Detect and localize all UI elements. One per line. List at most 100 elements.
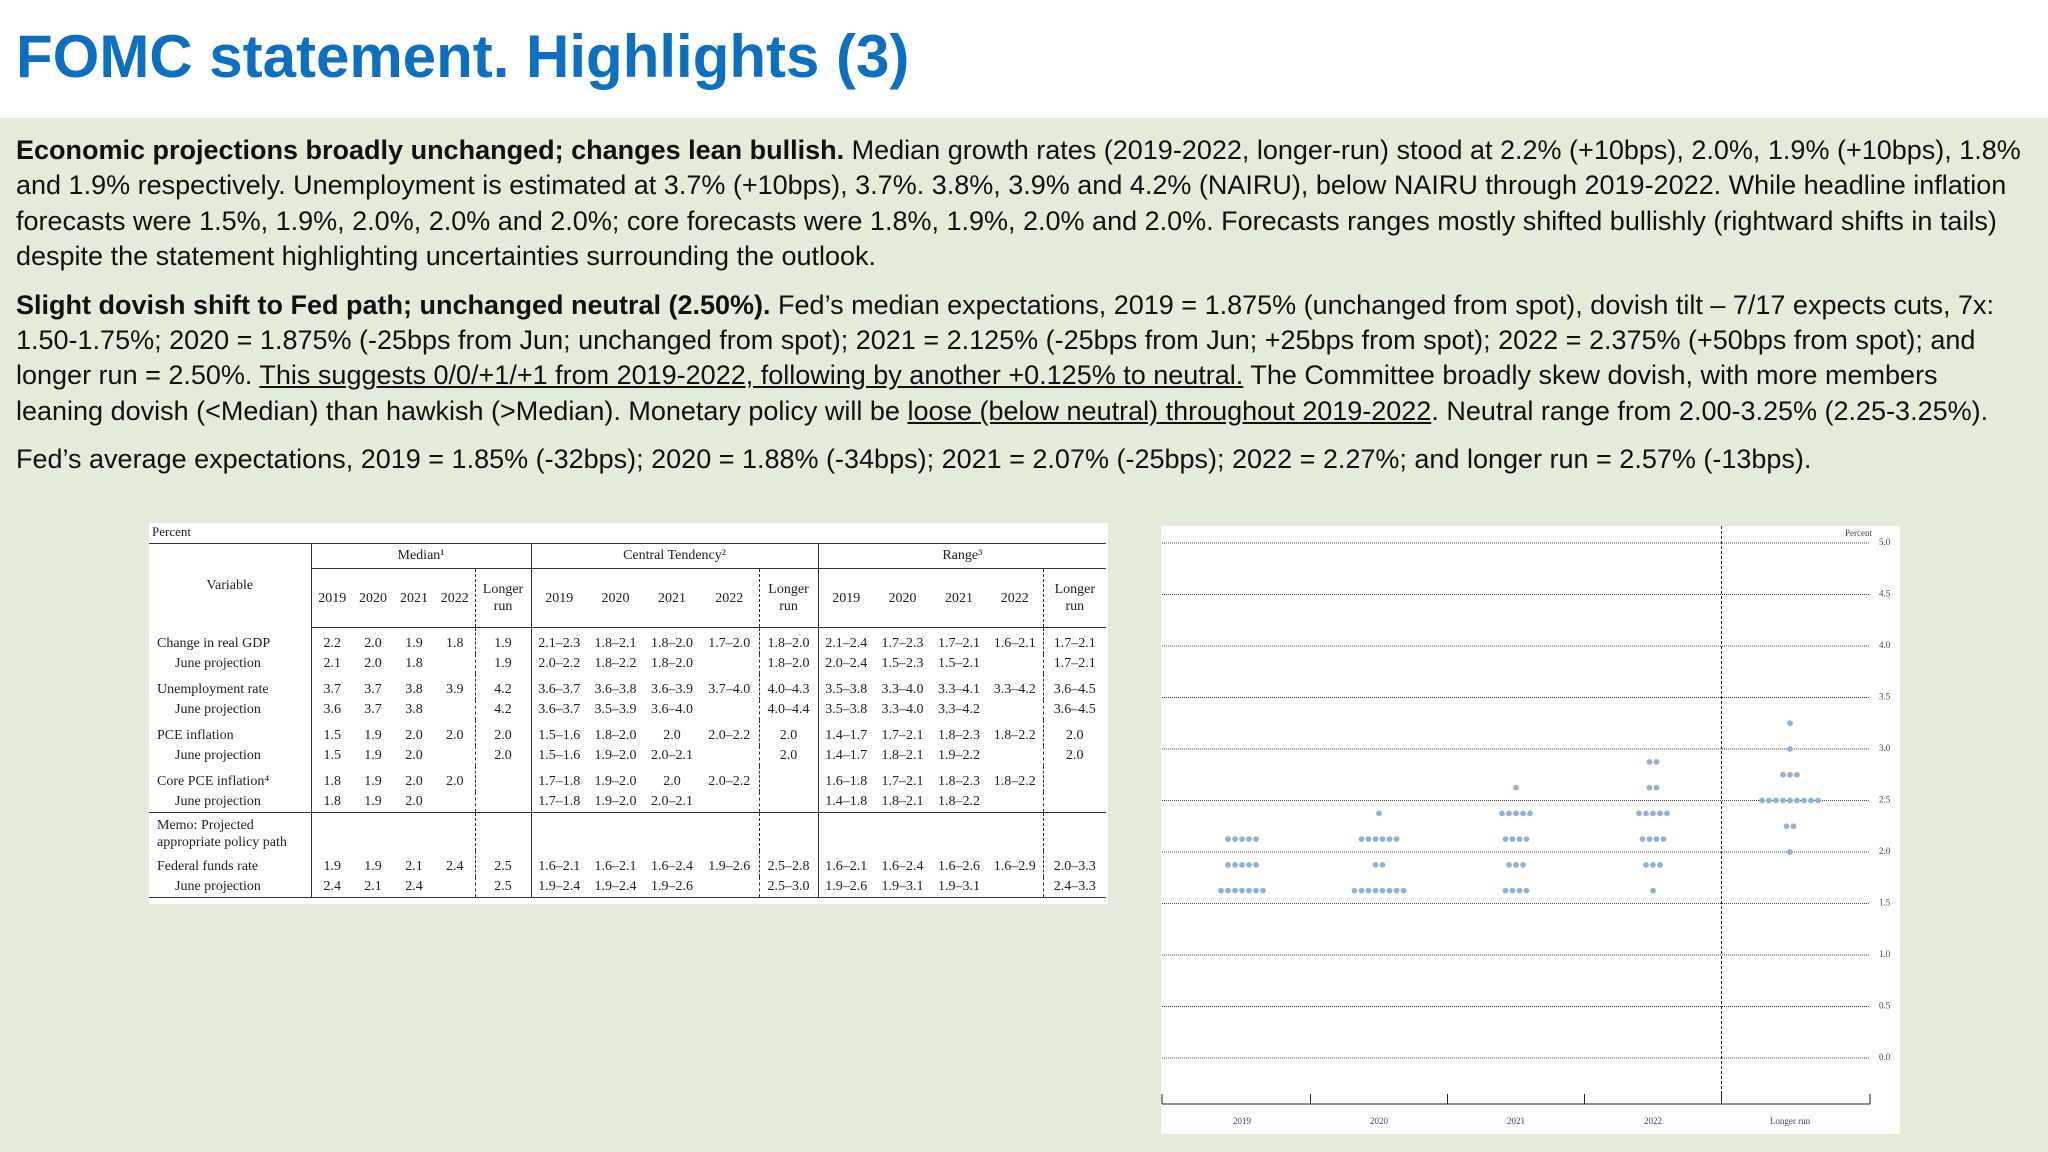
paragraph: Fed’s average expectations, 2019 = 1.85%…	[16, 442, 2032, 477]
dot	[1815, 797, 1821, 804]
y-tick-label: 1.0	[1879, 949, 1891, 959]
text-run: Slight dovish shift to Fed path; unchang…	[16, 289, 771, 320]
table-cell: 1.6–2.1	[993, 636, 1036, 651]
column-header: 2021	[931, 568, 988, 628]
table-cell	[393, 812, 435, 851]
dot	[1653, 758, 1660, 765]
table-cell	[700, 792, 759, 813]
dot	[1379, 861, 1386, 868]
x-tick-label: 2022	[1644, 1116, 1662, 1126]
table-cell	[987, 700, 1043, 720]
table-cell	[474, 792, 531, 813]
dot	[1787, 771, 1793, 778]
dot	[1787, 746, 1793, 752]
table-cell	[474, 766, 531, 792]
text-run: This suggests 0/0/+1/+1 from 2019-2022, …	[259, 360, 1244, 391]
table-row: Core PCE inflation⁴ 1.8 1.9 2.0 2.0 1.7–1.8 1.…	[149, 766, 1107, 792]
table-cell: 2.0–3.3	[1042, 851, 1107, 877]
row-label: June projection	[175, 748, 261, 763]
table-cell: 2.0	[474, 720, 531, 746]
table-cell: 1.9–2.6	[651, 879, 693, 894]
dot	[1506, 861, 1512, 868]
table-cell: 3.5–3.8	[817, 674, 875, 700]
dot	[1513, 810, 1519, 817]
dot	[1509, 887, 1516, 894]
variable-header: Variable	[206, 577, 254, 593]
table-cell: 1.9–2.4	[594, 879, 637, 894]
table-row: June projection 2.1 2.0 1.8 1.9 2.0–2.2 1.8–2.…	[149, 654, 1107, 674]
table-cell: 2.0–2.2	[530, 654, 587, 674]
x-tick-label: Longer run	[1770, 1116, 1811, 1126]
table: Variable Median¹ Central Tendency² Range³ 20…	[149, 543, 1107, 898]
table-cell	[310, 812, 353, 851]
dot	[1646, 836, 1653, 843]
table-cell: 1.6–2.1	[817, 851, 875, 877]
table-cell: 1.7–2.1	[1042, 654, 1107, 674]
table-cell	[700, 746, 759, 766]
dot	[1643, 861, 1649, 868]
table-cell: 2.4–3.3	[1042, 877, 1107, 898]
y-axis-label: Percent	[1845, 528, 1872, 538]
dot	[1657, 861, 1663, 868]
dot	[1643, 810, 1649, 817]
column-header: 2021	[644, 568, 700, 628]
table-cell: 1.7–1.8	[530, 792, 587, 813]
dot	[1646, 758, 1653, 765]
table-cell: 3.9	[446, 682, 464, 697]
text-run: . Neutral range from 2.00-3.25% (2.25-3.…	[1431, 395, 1989, 426]
y-tick-label: 3.5	[1879, 692, 1891, 702]
table-cell	[987, 654, 1043, 674]
table-cell: 1.6–1.8	[817, 766, 875, 792]
table-cell: 1.9	[474, 627, 531, 654]
column-header: 2020	[874, 568, 932, 628]
table-cell: 2.0	[663, 728, 681, 743]
table-cell: 1.9	[364, 748, 382, 763]
table-cell: 1.8–2.1	[881, 748, 924, 763]
column-header: 2022	[700, 568, 759, 628]
table-row: June projection 2.4 2.1 2.4 2.5 1.9–2.4 1.9–2.…	[149, 877, 1107, 898]
dot	[1636, 810, 1642, 817]
dot	[1801, 797, 1807, 804]
table-cell: 2.1–2.4	[817, 627, 875, 654]
dot	[1502, 836, 1509, 843]
table-cell: 1.5–2.3	[881, 656, 924, 671]
table-cell	[587, 812, 644, 851]
dot	[1239, 836, 1245, 843]
content-area: Economic projections broadly unchanged; …	[0, 118, 2048, 1152]
table-cell: 1.9–2.2	[938, 748, 981, 763]
table-cell: 1.8–2.2	[993, 774, 1036, 789]
table-cell	[353, 812, 393, 851]
paragraphs: Economic projections broadly unchanged; …	[16, 133, 2032, 491]
table-cell: 1.8	[310, 792, 353, 813]
table-cell: 3.5–3.8	[817, 700, 875, 720]
table-cell: 2.1–2.3	[530, 627, 587, 654]
dot	[1520, 861, 1526, 868]
y-tick-label: 3.0	[1879, 743, 1891, 753]
table-cell: 1.5–1.6	[530, 720, 587, 746]
group-header: Central Tendency²	[530, 543, 819, 569]
table-cell: 3.7	[364, 702, 382, 717]
table-cell: 3.6–4.5	[1042, 700, 1107, 720]
column-header: Longer run	[758, 568, 819, 628]
table-cell	[700, 877, 759, 898]
table-cell: 2.0	[663, 774, 681, 789]
dot	[1509, 836, 1516, 843]
dot	[1787, 797, 1793, 804]
table-cell: 1.6–2.1	[530, 851, 587, 877]
table-cell: 2.1	[405, 859, 423, 874]
table-cell: 2.0	[364, 636, 382, 651]
table-cell: 1.8	[310, 766, 353, 792]
table-cell: 1.8–2.3	[938, 728, 981, 743]
table-cell: 3.3–4.1	[938, 682, 981, 697]
row-label: June projection	[175, 794, 261, 809]
table-cell: 2.1	[364, 879, 382, 894]
table-cell	[758, 792, 819, 813]
table-cell	[874, 812, 932, 851]
dot	[1650, 887, 1656, 894]
dot-plot: Percent 0.0 0.5 1.0 1.5 2.0 2.5 3.0 3.5 4.0 4.5 5.0…	[1161, 526, 1900, 1134]
table-row: June projection 3.6 3.7 3.8 4.2 3.6–3.7 3.5–3.…	[149, 700, 1107, 720]
y-tick-label: 4.0	[1879, 640, 1891, 650]
text-run: Fed’s median expectations, 2019 = 1.875%…	[16, 289, 1995, 391]
table-cell: 1.9–2.0	[594, 774, 637, 789]
dot	[1253, 861, 1259, 868]
